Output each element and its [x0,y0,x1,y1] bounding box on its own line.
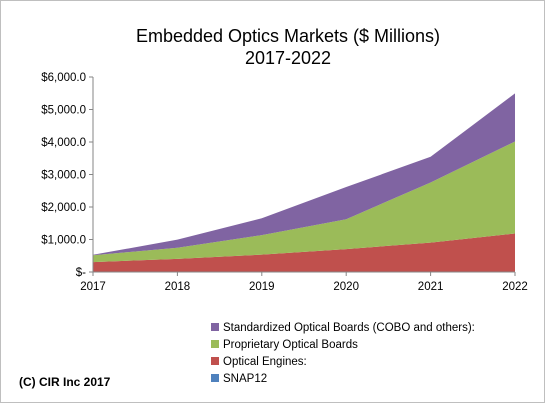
x-tick-label: 2019 [249,281,275,293]
x-tick-label: 2018 [165,281,191,293]
x-tick-label: 2017 [80,281,106,293]
legend-label-standardized-optical-boards-cobo-and-others: Standardized Optical Boards (COBO and ot… [223,322,475,334]
y-tick-label: $4,000.0 [41,137,86,149]
legend: Standardized Optical Boards (COBO and ot… [211,322,475,385]
plot-areas [93,93,515,272]
y-tick-label: $5,000.0 [41,105,86,117]
x-tick-label: 2020 [333,281,359,293]
y-tick-label: $- [76,267,86,279]
y-tick-label: $3,000.0 [41,170,86,182]
legend-swatch-standardized-optical-boards-cobo-and-others [211,323,219,331]
y-tick-label: $2,000.0 [41,202,86,214]
chart-title-line-2: 2017-2022 [245,48,331,68]
y-tick-label: $1,000.0 [41,235,86,247]
x-tick-label: 2022 [502,281,528,293]
legend-label-snap12: SNAP12 [223,373,267,385]
x-tick-label: 2021 [418,281,444,293]
chart-title-line-1: Embedded Optics Markets ($ Millions) [136,26,440,46]
legend-label-optical-engines: Optical Engines: [223,356,307,368]
legend-swatch-snap12 [211,374,219,382]
copyright-text: (C) CIR Inc 2017 [19,375,111,389]
y-axis-ticks: $- $1,000.0 $2,000.0 $3,000.0 $4,000.0 $5,000… [41,72,93,279]
x-axis-ticks: 2017 2018 2019 2020 2021 2022 [80,272,528,293]
legend-swatch-optical-engines [211,357,219,365]
legend-label-proprietary-optical-boards: Proprietary Optical Boards [223,339,358,351]
legend-swatch-proprietary-optical-boards [211,340,219,348]
y-tick-label: $6,000.0 [41,72,86,84]
